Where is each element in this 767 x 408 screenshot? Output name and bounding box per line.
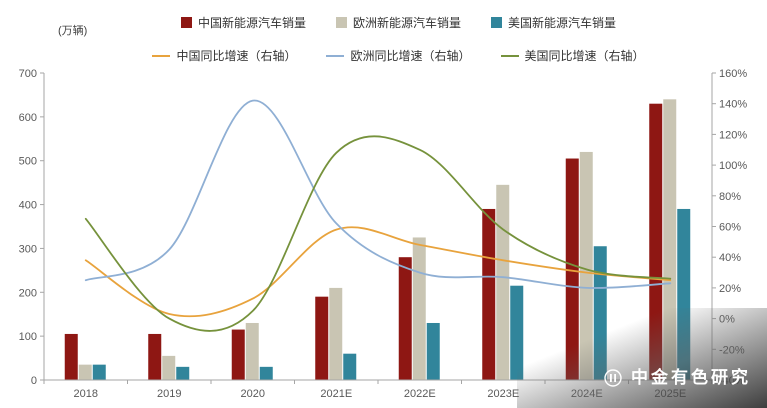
y-axis-left-tick-label: 500 (19, 156, 37, 168)
bar-us-2020 (259, 366, 273, 380)
bar-china-2021E (315, 296, 329, 380)
bar-europe-2018 (78, 364, 92, 380)
growth-line-us (84, 135, 672, 332)
legend-item-bar: 美国新能源汽车销量 (491, 14, 616, 31)
bar-us-2022E (426, 322, 440, 380)
legend-label: 美国新能源汽车销量 (508, 16, 617, 30)
bar-china-2020 (231, 329, 245, 380)
y-axis-right-tick-label: 40% (719, 252, 741, 264)
x-axis-tick-label: 2018 (74, 388, 98, 400)
y-axis-left-tick-label: 400 (19, 200, 37, 212)
bar-china-2023E (482, 208, 496, 380)
growth-line-china (84, 226, 672, 318)
legend-swatch-icon (491, 17, 502, 28)
watermark-text: 中金有色研究 (631, 368, 751, 387)
x-axis-tick-label: 2023E (487, 388, 519, 400)
y-axis-left-tick-label: 100 (19, 331, 37, 343)
cicc-logo-icon (604, 369, 622, 387)
legend-label: 中国新能源汽车销量 (197, 16, 306, 30)
legend-bars-row: 中国新能源汽车销量 欧洲新能源汽车销量 美国新能源汽车销量 (70, 14, 727, 31)
bar-us-2018 (92, 364, 106, 380)
legend-label: 欧洲新能源汽车销量 (352, 16, 461, 30)
x-axis-tick-label: 2020 (241, 388, 265, 400)
y-axis-left-tick-label: 600 (19, 112, 37, 124)
legend-lines-row: 中国同比增速（右轴） 欧洲同比增速（右轴） 美国同比增速（右轴） (70, 47, 727, 64)
bar-china-2018 (64, 333, 78, 380)
y-axis-right-tick-label: 80% (719, 191, 741, 203)
y-axis-left-tick-label: 0 (31, 375, 37, 387)
legend-item-bar: 中国新能源汽车销量 (180, 14, 306, 31)
legend-item-line: 美国同比增速（右轴） (500, 47, 645, 64)
y-axis-left-tick-label: 300 (19, 243, 37, 255)
x-axis-tick-label: 2021E (320, 388, 352, 400)
bar-europe-2022E (412, 237, 426, 380)
legend-item-bar: 欧洲新能源汽车销量 (335, 14, 461, 31)
legend-line-marker-icon (152, 54, 171, 57)
bar-china-2019 (148, 333, 162, 380)
bar-europe-2023E (496, 184, 510, 380)
bar-europe-2021E (329, 287, 343, 380)
legend-swatch-icon (180, 17, 192, 28)
bar-us-2021E (343, 353, 357, 380)
y-axis-right-tick-label: 120% (719, 129, 747, 141)
x-axis-tick-label: 2022E (404, 388, 436, 400)
legend-item-line: 欧洲同比增速（右轴） (326, 47, 471, 64)
y-axis-right-tick-label: 100% (719, 160, 747, 172)
y-axis-right-tick-label: 160% (719, 68, 747, 80)
legend-label: 欧洲同比增速（右轴） (350, 49, 471, 63)
bar-china-2022E (398, 257, 412, 380)
legend-label: 美国同比增速（右轴） (524, 49, 645, 63)
legend-swatch-icon (335, 17, 347, 28)
y-axis-left-tick-label: 200 (19, 287, 37, 299)
bar-us-2019 (176, 366, 190, 380)
legend-line-marker-icon (500, 54, 519, 57)
bar-europe-2019 (162, 355, 176, 380)
left-axis-unit-label: (万辆) (58, 25, 88, 37)
bar-europe-2020 (245, 322, 259, 380)
x-axis-tick-label: 2019 (157, 388, 181, 400)
y-axis-right-tick-label: 60% (719, 222, 741, 234)
legend-line-marker-icon (326, 54, 345, 57)
growth-line-europe (84, 99, 672, 289)
legend-label: 中国同比增速（右轴） (176, 49, 297, 63)
y-axis-right-tick-label: 140% (719, 99, 747, 111)
legend-item-line: 中国同比增速（右轴） (152, 47, 296, 64)
y-axis-left-tick-label: 700 (19, 68, 37, 80)
watermark: 中金有色研究 (517, 308, 767, 408)
y-axis-right-tick-label: 20% (719, 283, 741, 295)
